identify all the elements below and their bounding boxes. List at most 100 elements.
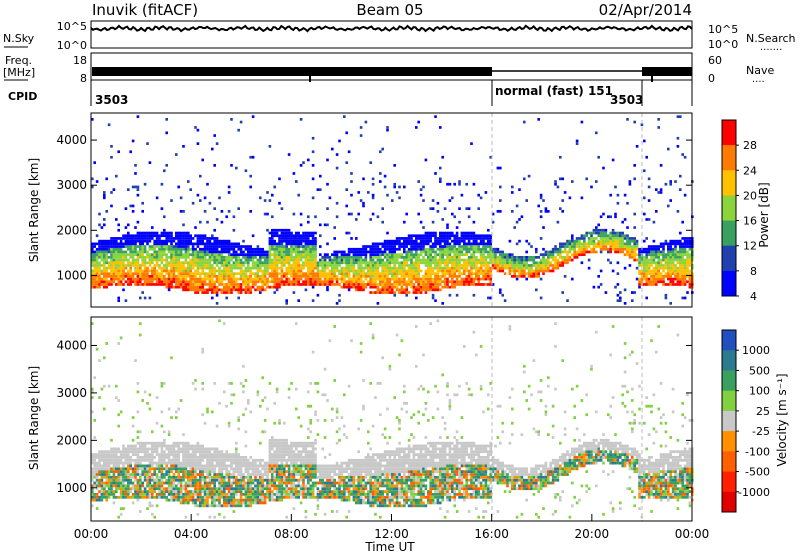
heatmap-cell [371, 277, 375, 281]
heatmap-cell [643, 275, 646, 278]
heatmap-cell [153, 247, 156, 251]
heatmap-cell [383, 174, 387, 178]
heatmap-cell [674, 266, 677, 270]
heatmap-cell [376, 275, 380, 278]
heatmap-cell [674, 275, 677, 278]
heatmap-cell [268, 245, 272, 248]
heatmap-cell [143, 453, 147, 456]
heatmap-cell [542, 199, 545, 202]
heatmap-cell [112, 277, 116, 281]
heatmap-cell [499, 258, 502, 262]
heatmap-cell [247, 269, 250, 273]
heatmap-cell [163, 430, 166, 434]
heatmap-cell [170, 487, 173, 491]
heatmap-cell [403, 256, 406, 259]
heatmap-cell [609, 261, 612, 265]
heatmap-cell [194, 269, 197, 273]
heatmap-cell [443, 207, 447, 210]
heatmap-cell [391, 239, 394, 243]
heatmap-cell [314, 266, 317, 270]
heatmap-cell [124, 299, 128, 302]
heatmap-cell [398, 291, 401, 294]
heatmap-cell [163, 228, 166, 232]
heatmap-cell [196, 253, 200, 256]
heatmap-cell [285, 231, 288, 235]
heatmap-cell [525, 258, 528, 262]
heatmap-cell [98, 450, 101, 454]
heatmap-cell [220, 245, 224, 248]
heatmap-cell [179, 470, 183, 473]
heatmap-cell [201, 272, 204, 275]
heatmap-cell [139, 475, 142, 479]
heatmap-cell [633, 177, 636, 181]
heatmap-cell [388, 266, 392, 270]
heatmap-cell [191, 481, 195, 485]
heatmap-cell [410, 234, 413, 238]
heatmap-cell [381, 288, 384, 292]
heatmap-cell [611, 242, 615, 246]
heatmap-cell [107, 473, 111, 476]
heatmap-cell [182, 280, 185, 284]
heatmap-cell [307, 237, 310, 240]
heatmap-cell [422, 234, 425, 238]
heatmap-cell [278, 266, 281, 270]
heatmap-cell [357, 253, 360, 256]
heatmap-cell [283, 234, 286, 238]
heatmap-cell [98, 277, 101, 281]
heatmap-cell [266, 283, 269, 286]
heatmap-cell [443, 275, 447, 278]
heatmap-cell [247, 245, 250, 248]
heatmap-cell [127, 493, 130, 496]
heatmap-cell [199, 242, 202, 246]
heatmap-cell [165, 464, 168, 468]
heatmap-cell [657, 280, 660, 284]
heatmap-cell [614, 234, 617, 238]
heatmap-cell [398, 185, 401, 189]
heatmap-cell [355, 258, 358, 262]
heatmap-cell [304, 283, 308, 286]
heatmap-cell [283, 231, 286, 235]
heatmap-cell [139, 456, 142, 459]
heatmap-cell [681, 280, 684, 284]
heatmap-cell [93, 464, 96, 468]
heatmap-cell [261, 261, 264, 265]
heatmap-cell [386, 245, 389, 248]
heatmap-cell [494, 258, 497, 262]
heatmap-cell [395, 288, 399, 292]
heatmap-cell [448, 280, 452, 284]
heatmap-cell [446, 264, 449, 267]
heatmap-cell [369, 247, 372, 251]
heatmap-cell [100, 277, 104, 281]
heatmap-cell [614, 185, 617, 189]
heatmap-cell [93, 245, 96, 248]
heatmap-cell [302, 234, 305, 238]
heatmap-cell [563, 242, 567, 246]
heatmap-cell [391, 256, 394, 259]
heatmap-cell [412, 247, 416, 251]
heatmap-cell [417, 275, 420, 278]
heatmap-cell [244, 256, 248, 259]
heatmap-cell [326, 182, 329, 186]
heatmap-cell [398, 280, 401, 284]
heatmap-cell [609, 245, 612, 248]
heatmap-cell [583, 253, 586, 256]
heatmap-cell [436, 239, 440, 243]
heatmap-cell [220, 280, 224, 284]
heatmap-cell [381, 258, 384, 262]
heatmap-cell [167, 272, 171, 275]
heatmap-cell [328, 275, 332, 278]
heatmap-cell [153, 487, 156, 491]
heatmap-cell [280, 242, 284, 246]
heatmap-cell [681, 296, 684, 300]
heatmap-cell [451, 272, 454, 275]
heatmap-cell [155, 475, 159, 479]
heatmap-cell [199, 272, 202, 275]
heatmap-cell [388, 272, 392, 275]
heatmap-cell [134, 247, 137, 251]
heatmap-cell [115, 245, 118, 248]
heatmap-cell [448, 199, 452, 202]
heatmap-cell [146, 242, 149, 246]
heatmap-cell [511, 269, 514, 273]
heatmap-cell [664, 296, 668, 300]
heatmap-cell [105, 467, 108, 471]
